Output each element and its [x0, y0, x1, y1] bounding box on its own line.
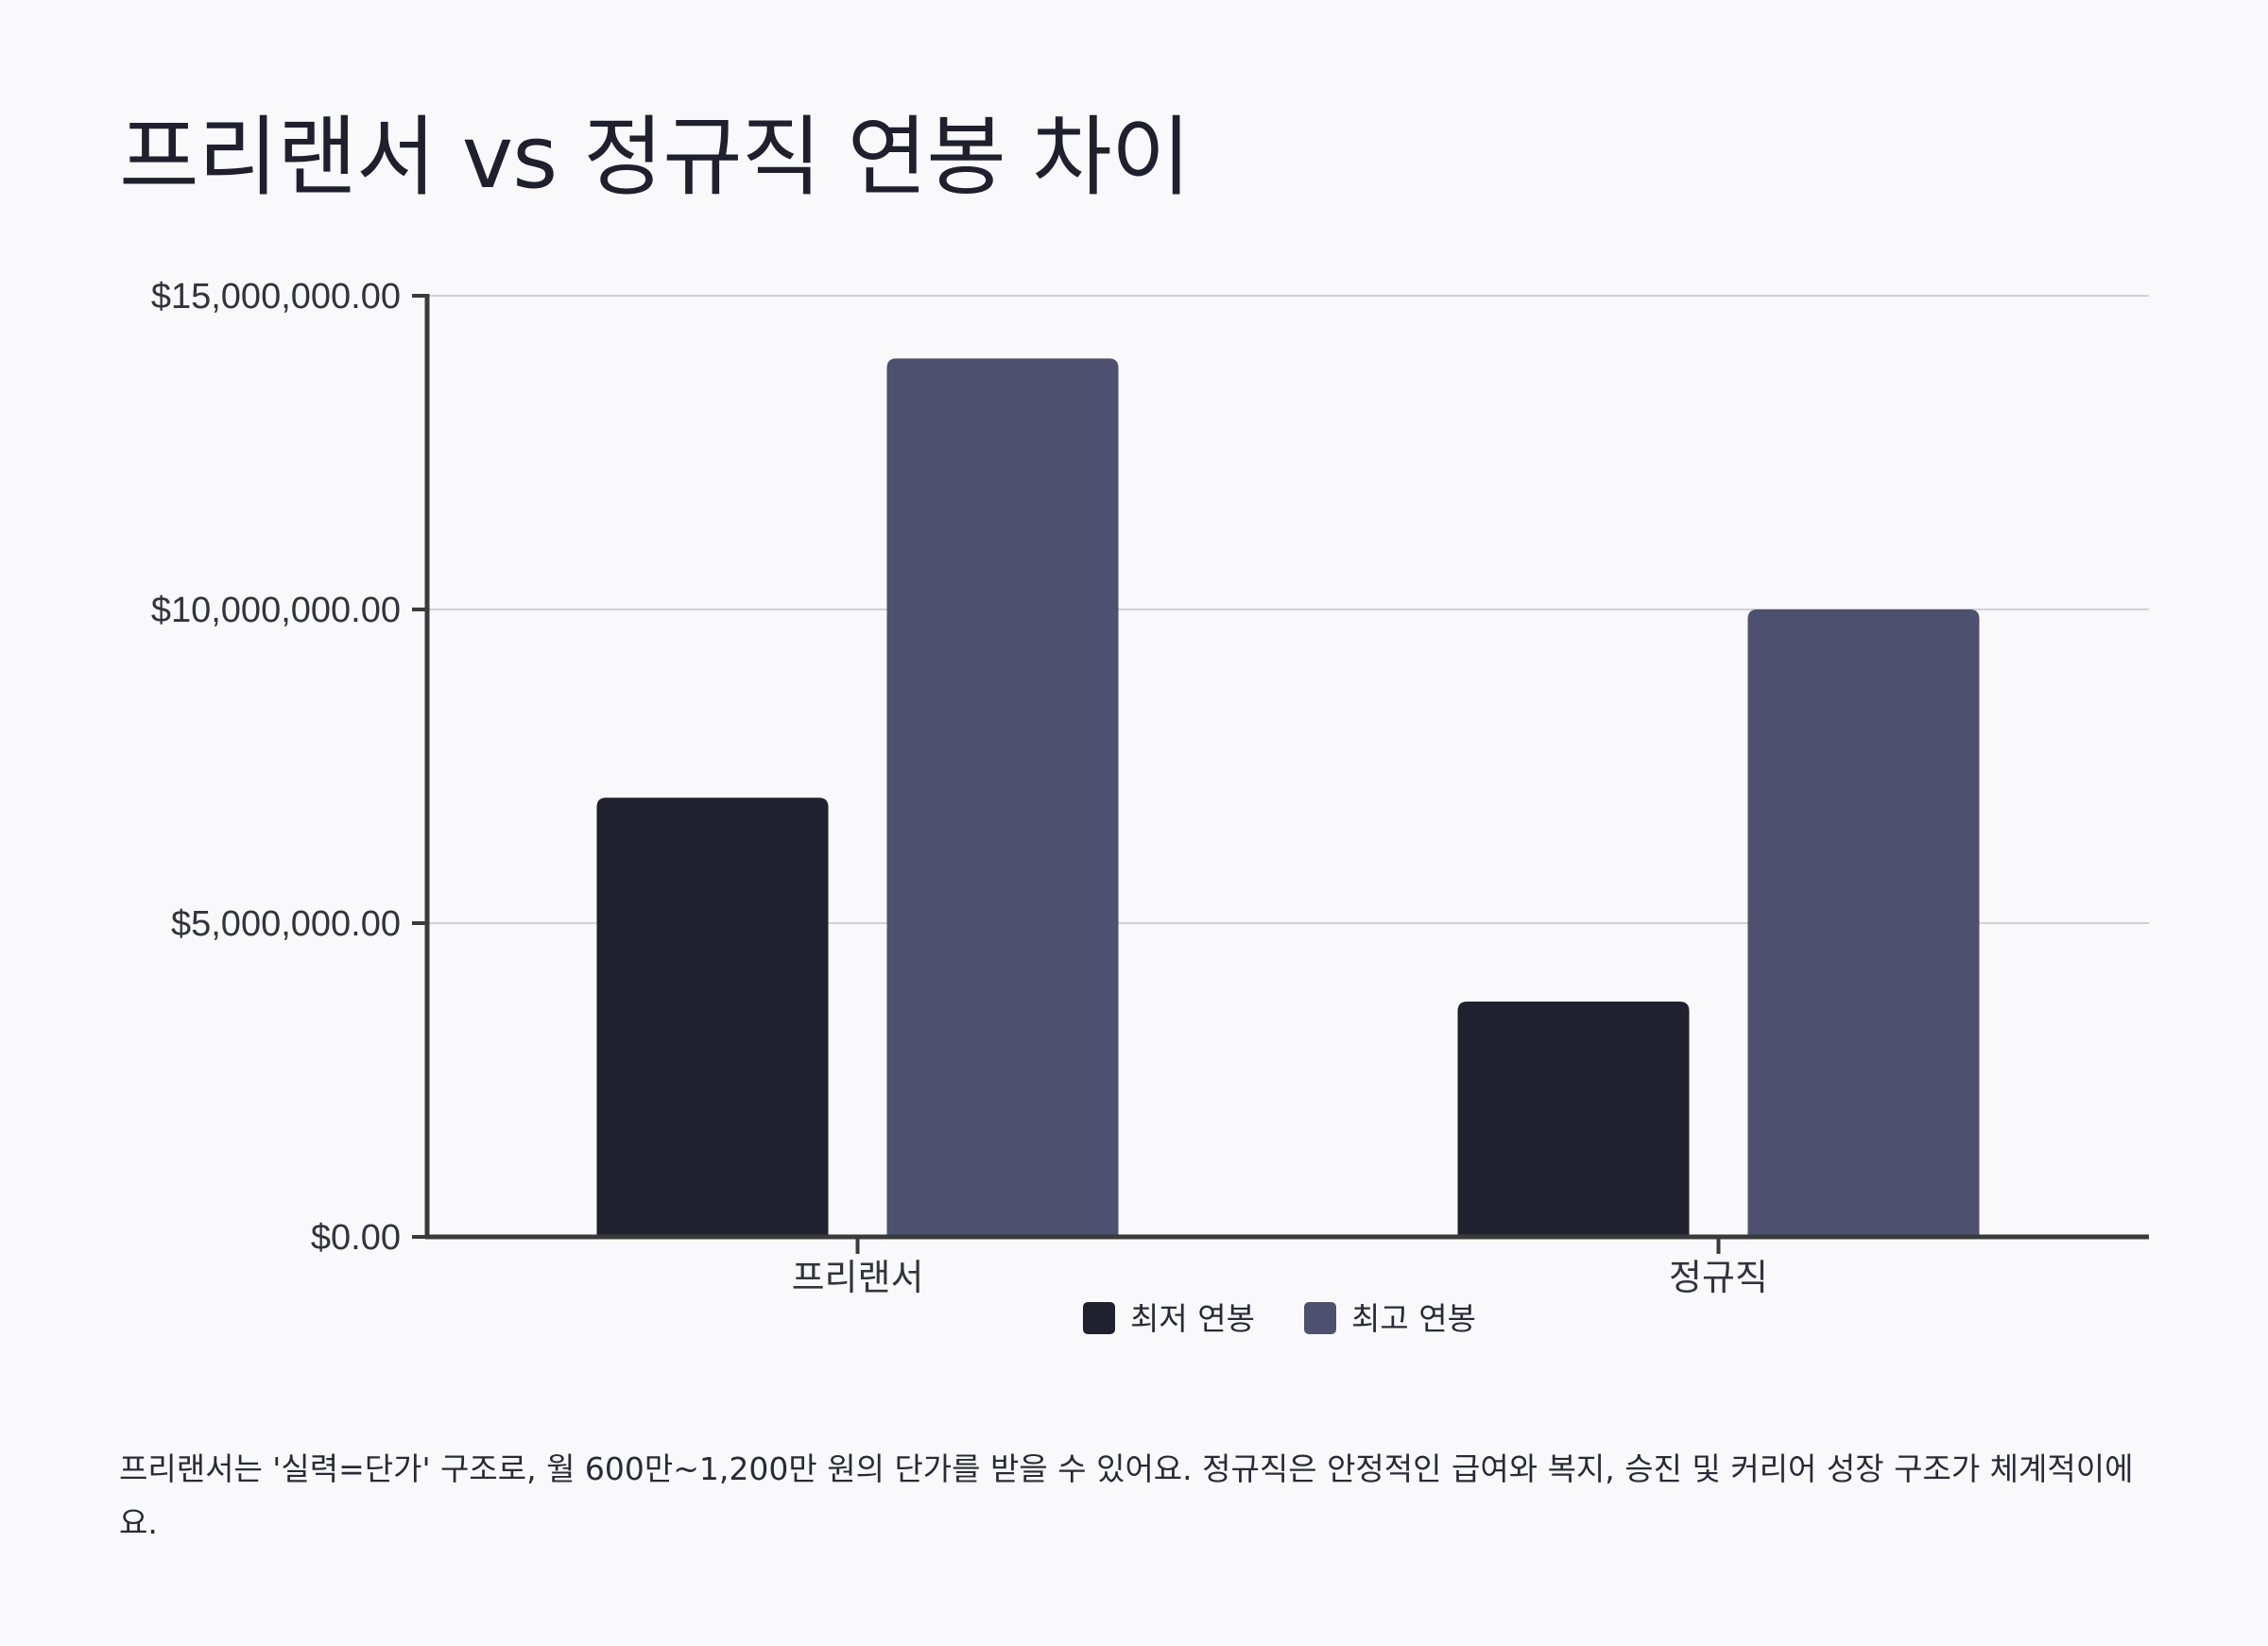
bar	[1747, 609, 1980, 1237]
bar	[886, 358, 1119, 1237]
legend-label: 최고 연봉	[1351, 1300, 1476, 1337]
legend-swatch	[1083, 1302, 1115, 1334]
bars	[596, 358, 1980, 1237]
legend-label: 최저 연봉	[1130, 1300, 1255, 1337]
bar	[1457, 1002, 1690, 1237]
y-tick-label: $15,000,000.00	[151, 277, 401, 317]
legend-item: 최저 연봉	[1083, 1300, 1255, 1337]
legend-swatch	[1304, 1302, 1336, 1334]
axes	[424, 294, 2149, 1240]
x-tick-label: 프리랜서	[792, 1257, 924, 1298]
x-tick-label: 정규직	[1669, 1257, 1768, 1298]
bar	[596, 797, 829, 1237]
y-tick-label: $0.00	[311, 1218, 401, 1258]
y-tick-label: $10,000,000.00	[151, 591, 401, 630]
x-axis-ticks: 프리랜서 정규직	[792, 1237, 1768, 1298]
y-tick-label: $5,000,000.00	[171, 904, 401, 944]
chart-title: 프리랜서 vs 정규직 연봉 차이	[119, 107, 1191, 208]
y-axis-ticks: $0.00 $5,000,000.00 $10,000,000.00 $15,000,…	[151, 277, 427, 1258]
footnote: 프리랜서는 '실력=단가' 구조로, 월 600만~1,200만 원의 단가를 …	[119, 1450, 2134, 1541]
legend-item: 최고 연봉	[1304, 1300, 1476, 1337]
legend: 최저 연봉 최고 연봉	[1083, 1300, 1476, 1337]
